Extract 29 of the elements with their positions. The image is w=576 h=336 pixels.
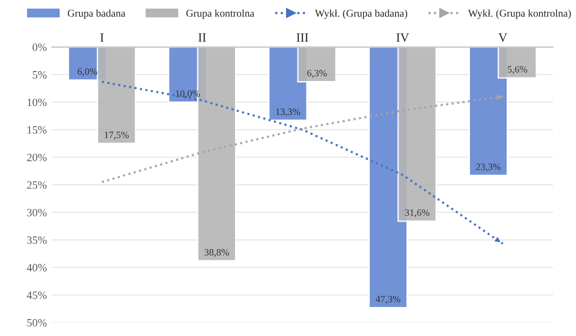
x-tick-label: IV (396, 33, 410, 42)
y-tick-label: 30% (27, 208, 47, 216)
data-label: 47,3% (376, 296, 400, 304)
line-series (100, 80, 504, 245)
y-tick-label: 0% (32, 44, 47, 52)
data-label: 5,6% (508, 66, 528, 74)
data-label: 13,3% (276, 108, 300, 116)
x-tick-label: I (100, 33, 104, 42)
x-tick-label: V (498, 33, 508, 42)
y-tick-label: 10% (28, 98, 47, 106)
x-tick-label: II (198, 33, 206, 42)
x-tick-label: III (296, 33, 308, 42)
data-label: 38,8% (204, 249, 229, 257)
data-label: 23,3% (476, 164, 501, 172)
y-tick-label: 25% (27, 181, 47, 189)
y-tick-label: 45% (26, 291, 47, 300)
data-label: 31,6% (405, 209, 430, 218)
y-tick-label: 20% (27, 154, 47, 162)
data-label: 6,3% (307, 70, 327, 78)
y-tick-label: 40% (26, 264, 47, 272)
y-tick-label: 5% (32, 71, 47, 79)
legend-label: Grupa badana (68, 9, 126, 19)
legend-label: Grupa kontrolna (186, 9, 254, 19)
y-tick-label: 15% (28, 126, 47, 134)
legend-label: Wykł. (Grupa badana) (314, 9, 408, 19)
y-tick-label: 50% (27, 319, 47, 327)
y-tick-label: 35% (27, 236, 47, 244)
legend-label: Wykł. (Grupa kontrolna) (468, 9, 571, 19)
data-label: 17,5% (104, 132, 129, 140)
